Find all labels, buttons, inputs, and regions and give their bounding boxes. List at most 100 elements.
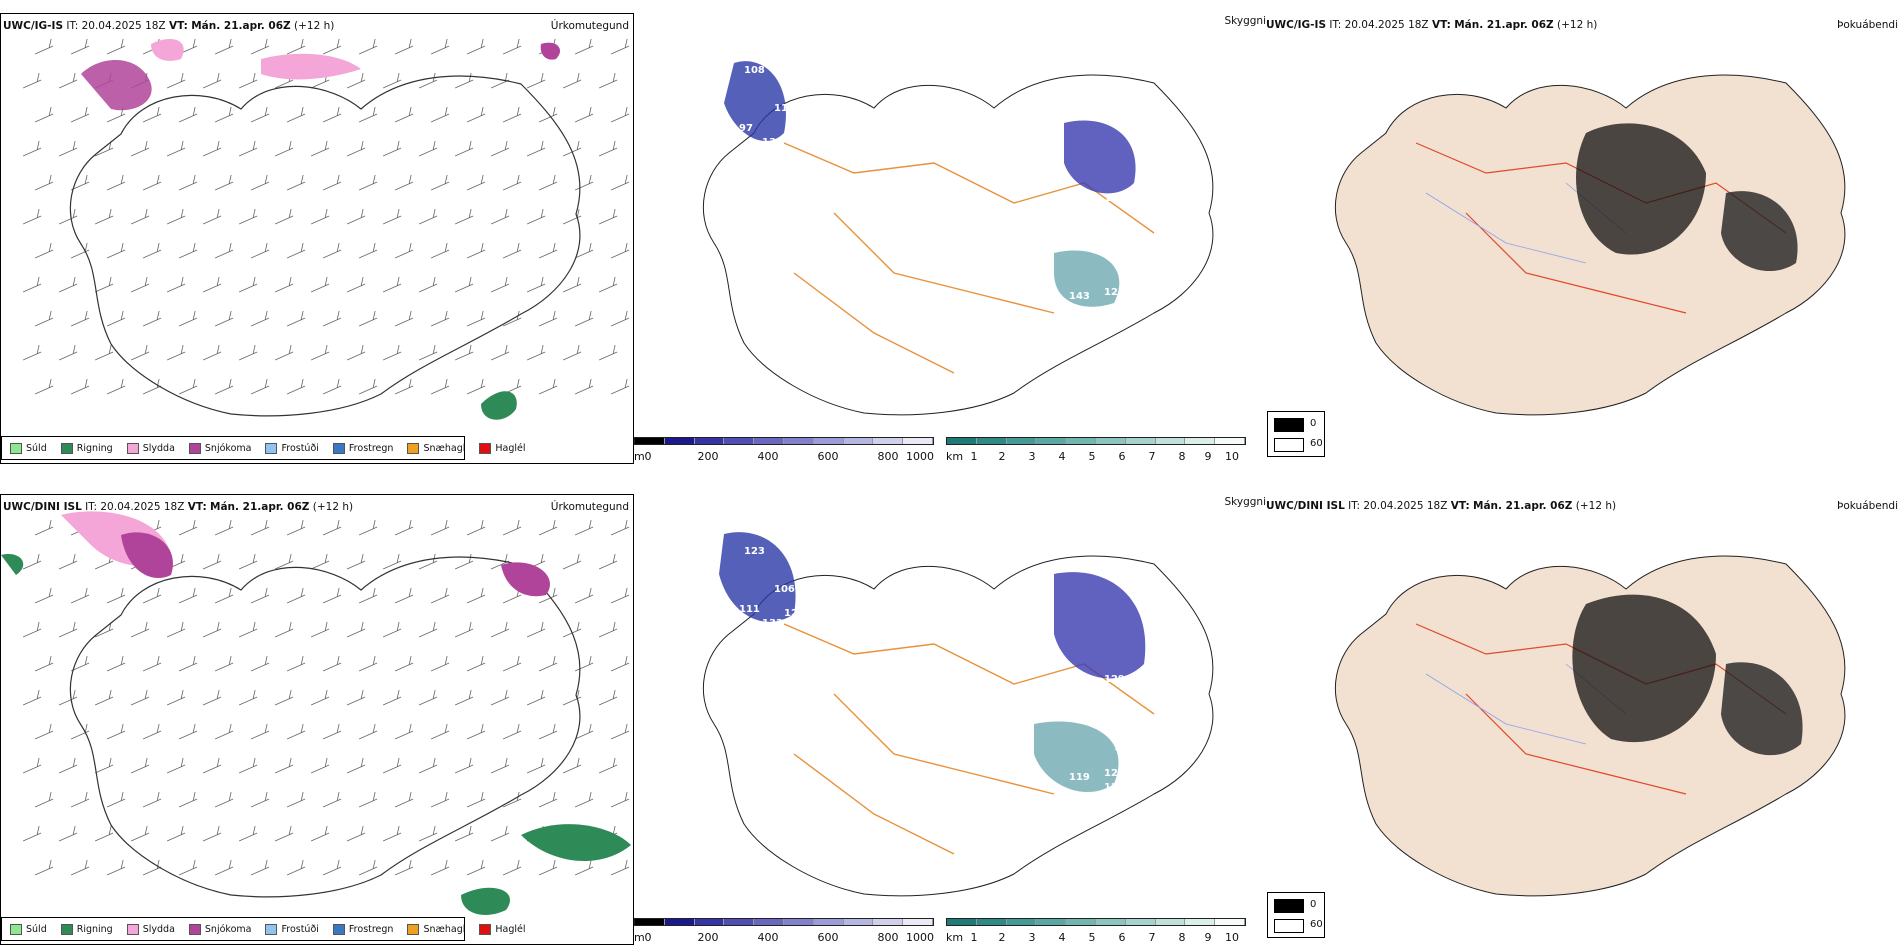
tick-label: 0	[644, 450, 652, 463]
wind-barb	[490, 757, 510, 774]
wind-barb	[382, 276, 402, 293]
legend-item: Snjókoma	[188, 923, 251, 935]
wind-barb	[346, 553, 366, 570]
wind-barb	[274, 344, 294, 361]
wind-barb	[130, 757, 150, 774]
wind-barb	[22, 72, 42, 89]
legend-item: Súld	[10, 923, 47, 935]
wind-barb	[322, 174, 342, 191]
wind-barb	[382, 344, 402, 361]
precip-map-bottom	[1, 511, 631, 915]
wind-barb	[490, 689, 510, 706]
wind-barb	[418, 689, 438, 706]
wind-barb	[574, 174, 594, 191]
wind-barb	[382, 553, 402, 570]
legend-item: Rigning	[60, 923, 113, 935]
wind-barb	[502, 723, 522, 740]
tick-label: 8	[1178, 931, 1186, 944]
wind-barb	[610, 587, 630, 604]
wind-barb	[394, 38, 414, 55]
visibility-panel-bottom: 123 106 111 125 133 140 162 129 141 188 119 129 147 1…	[634, 494, 1266, 945]
wind-barb	[130, 621, 150, 638]
wind-barb	[358, 859, 378, 876]
wind-barb	[22, 208, 42, 225]
wind-barbs	[22, 38, 630, 395]
wind-barb	[274, 140, 294, 157]
wind-barb	[346, 757, 366, 774]
wind-barb	[538, 791, 558, 808]
wind-barb	[106, 38, 126, 55]
wind-barb	[466, 38, 486, 55]
wind-barb	[142, 655, 162, 672]
wind-barb	[130, 689, 150, 706]
cloud-base-value: 111	[739, 604, 760, 615]
wind-barb	[346, 72, 366, 89]
legend-item: Frostregn	[332, 442, 393, 454]
wind-barb	[418, 553, 438, 570]
wind-barb	[142, 723, 162, 740]
wind-barb	[430, 38, 450, 55]
wind-barb	[214, 587, 234, 604]
wind-barb	[58, 276, 78, 293]
wind-barb	[178, 174, 198, 191]
precip-panel-top: UWC/IG-IS IT: 20.04.2025 18Z VT: Mán. 21…	[0, 13, 634, 464]
wind-barb	[346, 208, 366, 225]
wind-barb	[34, 242, 54, 259]
wind-barb	[322, 378, 342, 395]
wind-barb	[214, 106, 234, 123]
wind-barb	[382, 689, 402, 706]
precip-legend: Súld Rigning Slydda Snjókoma Frostúði Fr…	[1, 917, 526, 941]
tick-label: 10	[1225, 931, 1239, 944]
wind-barb	[70, 242, 90, 259]
wind-barb	[34, 655, 54, 672]
wind-barb	[466, 587, 486, 604]
wind-barb	[286, 791, 306, 808]
wind-barb	[250, 519, 270, 536]
wind-barb	[346, 344, 366, 361]
wind-barb	[574, 791, 594, 808]
wind-barb	[250, 174, 270, 191]
wind-barb	[418, 825, 438, 842]
wind-barb	[250, 723, 270, 740]
wind-barb	[70, 106, 90, 123]
cloud-base-value: 123	[744, 546, 765, 557]
wind-barb	[418, 140, 438, 157]
wind-barb	[358, 38, 378, 55]
tick-label: 200	[697, 931, 719, 944]
wind-barb	[34, 519, 54, 536]
wind-barb	[286, 242, 306, 259]
wind-barb	[430, 378, 450, 395]
unit-label: m	[634, 931, 645, 944]
wind-barb	[34, 174, 54, 191]
wind-barb	[394, 310, 414, 327]
wind-barb	[250, 310, 270, 327]
wind-barb	[106, 723, 126, 740]
tick-label: 800	[877, 931, 899, 944]
wind-barb	[202, 344, 222, 361]
wind-barb	[310, 208, 330, 225]
wind-barb	[454, 553, 474, 570]
wind-barb	[526, 72, 546, 89]
wind-barb	[202, 553, 222, 570]
wind-barb	[70, 174, 90, 191]
wind-barb	[394, 242, 414, 259]
wind-barb	[130, 276, 150, 293]
wind-barb	[310, 689, 330, 706]
cloud-base-value: 124	[1104, 782, 1125, 793]
wind-barb	[166, 208, 186, 225]
fog-panel-top: UWC/IG-IS IT: 20.04.2025 18Z VT: Mán. 21…	[1266, 13, 1900, 464]
wind-barb	[202, 208, 222, 225]
wind-barb	[610, 519, 630, 536]
cloud-base-value: 121	[894, 200, 915, 211]
wind-barb	[358, 791, 378, 808]
cloud-base-value: 133	[762, 618, 783, 629]
wind-barb	[502, 519, 522, 536]
legend-item: Haglél	[479, 442, 526, 454]
wind-barb	[574, 106, 594, 123]
cloud-base-value: 123	[1104, 287, 1125, 298]
wind-barb	[178, 723, 198, 740]
wind-barb	[310, 140, 330, 157]
wind-barb	[94, 757, 114, 774]
tick-label: 600	[817, 931, 839, 944]
wind-barb	[34, 378, 54, 395]
